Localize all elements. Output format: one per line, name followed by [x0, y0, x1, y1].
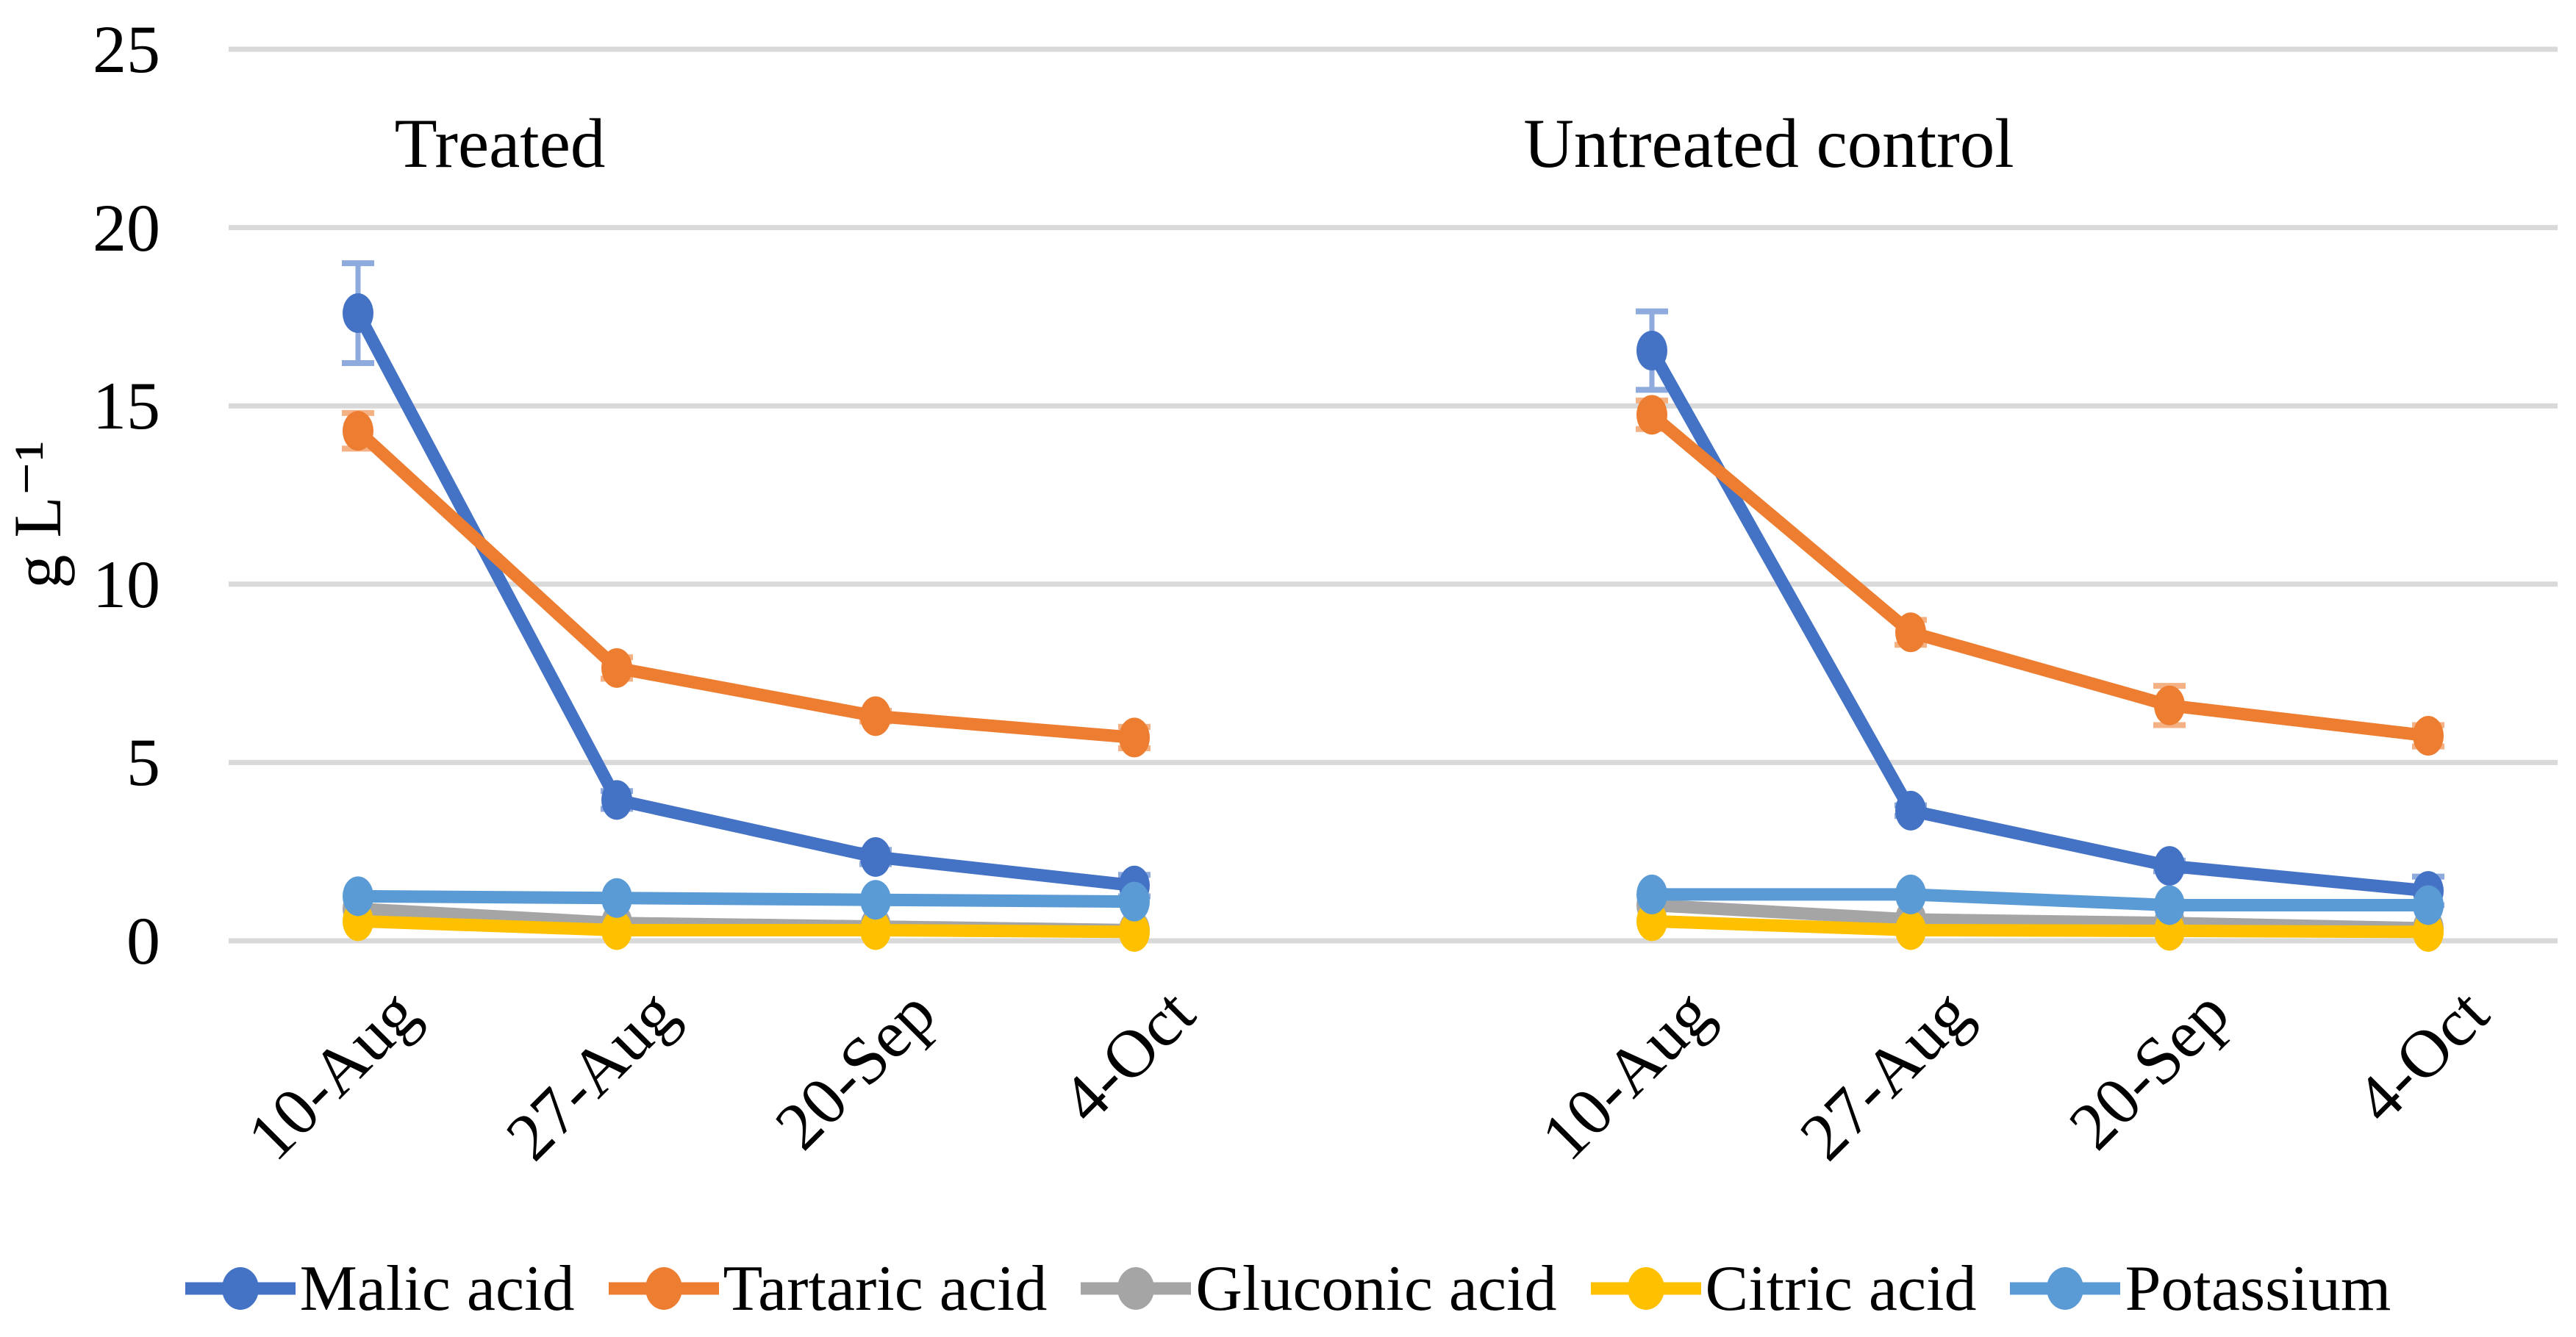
legend-label: Malic acid — [299, 1252, 575, 1325]
data-point-tartaric-acid — [1119, 717, 1150, 758]
x-tick-label: 10-Aug — [1526, 975, 1726, 1175]
x-tick-label: 4-Oct — [2340, 975, 2502, 1137]
data-point-malic-acid — [601, 780, 632, 820]
data-point-potassium — [860, 880, 891, 920]
x-tick-label: 27-Aug — [491, 975, 691, 1175]
data-point-potassium — [343, 876, 373, 917]
data-point-potassium — [2413, 885, 2444, 925]
series-line-potassium-untreated — [1645, 888, 2435, 911]
legend-label: Gluconic acid — [1195, 1252, 1557, 1325]
data-point-malic-acid — [1636, 330, 1667, 370]
series-line-tartaric-acid-untreated — [1645, 408, 2435, 742]
y-tick-label: 10 — [93, 546, 160, 622]
x-tick-label: 10-Aug — [232, 975, 432, 1175]
y-tick-label: 5 — [126, 725, 160, 800]
series-line-malic-acid-untreated — [1645, 344, 2435, 897]
data-point-malic-acid — [1895, 790, 1926, 831]
series-line-tartaric-acid-treated — [351, 424, 1141, 744]
x-tick-label: 20-Sep — [761, 975, 950, 1164]
data-point-citric-acid — [1119, 911, 1150, 952]
x-tick-label: 20-Sep — [2055, 975, 2244, 1164]
legend-item-tartaric-acid: Tartaric acid — [608, 1247, 1048, 1330]
data-point-tartaric-acid — [2413, 716, 2444, 756]
data-point-citric-acid — [1895, 910, 1926, 950]
data-point-tartaric-acid — [860, 696, 891, 736]
series-line-citric-acid-treated — [351, 914, 1141, 939]
data-point-malic-acid — [343, 293, 373, 334]
legend-item-potassium: Potassium — [2010, 1247, 2391, 1330]
data-point-tartaric-acid — [1895, 612, 1926, 653]
data-point-tartaric-acid — [601, 648, 632, 688]
legend-label: Tartaric acid — [723, 1252, 1048, 1325]
data-point-tartaric-acid — [343, 411, 373, 451]
data-point-potassium — [601, 878, 632, 918]
data-point-citric-acid — [601, 910, 632, 950]
series-line-citric-acid-untreated — [1645, 914, 2435, 939]
legend-label: Potassium — [2125, 1252, 2391, 1325]
series-line-potassium-treated — [351, 889, 1141, 908]
panel-title-treated: Treated — [394, 104, 606, 182]
legend-marker-icon — [1081, 1267, 1192, 1310]
data-point-malic-acid — [860, 836, 891, 877]
legend-marker-icon — [2010, 1267, 2121, 1310]
data-point-tartaric-acid — [2154, 685, 2185, 725]
panel-title-untreated-control: Untreated control — [1523, 104, 2014, 182]
data-point-potassium — [1636, 874, 1667, 914]
legend-marker-icon — [1590, 1267, 1701, 1310]
chart-legend: Malic acid Tartaric acid Gluconic acid Citr… — [0, 1241, 2576, 1336]
y-tick-label: 25 — [93, 12, 160, 87]
x-tick-label: 27-Aug — [1785, 975, 1985, 1175]
y-tick-label: 0 — [126, 903, 160, 978]
legend-label: Citric acid — [1705, 1252, 1977, 1325]
data-point-citric-acid — [860, 910, 891, 950]
data-point-malic-acid — [2154, 846, 2185, 886]
y-tick-label: 15 — [93, 368, 160, 444]
data-point-potassium — [2154, 885, 2185, 925]
y-tick-label: 20 — [93, 190, 160, 265]
legend-marker-icon — [185, 1267, 296, 1310]
legend-item-malic-acid: Malic acid — [185, 1247, 575, 1330]
legend-item-citric-acid: Citric acid — [1590, 1247, 1977, 1330]
x-tick-label: 4-Oct — [1046, 975, 1209, 1137]
data-point-potassium — [1895, 874, 1926, 914]
series-line-malic-acid-treated — [351, 307, 1141, 892]
legend-marker-icon — [608, 1267, 719, 1310]
data-point-potassium — [1119, 881, 1150, 922]
legend-item-gluconic-acid: Gluconic acid — [1081, 1247, 1557, 1330]
data-point-tartaric-acid — [1636, 395, 1667, 435]
plot-area — [229, 46, 2558, 952]
